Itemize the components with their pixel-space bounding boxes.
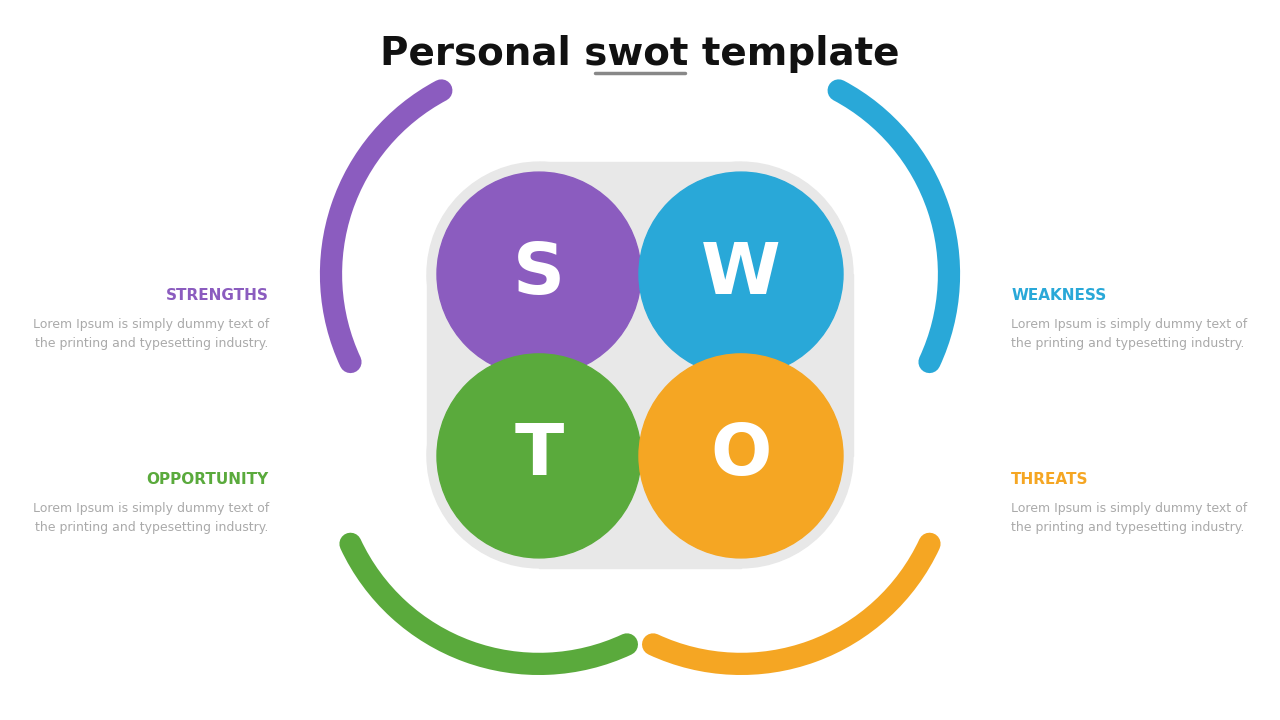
Circle shape	[428, 344, 652, 568]
Text: Personal swot template: Personal swot template	[380, 35, 900, 73]
Text: Lorem Ipsum is simply dummy text of
the printing and typesetting industry.: Lorem Ipsum is simply dummy text of the …	[32, 502, 269, 534]
Text: W: W	[701, 240, 781, 309]
Bar	[539, 162, 741, 568]
Circle shape	[428, 162, 652, 386]
Text: T: T	[515, 421, 563, 490]
Text: WEAKNESS: WEAKNESS	[1011, 288, 1106, 303]
Bar	[428, 274, 852, 456]
Circle shape	[436, 354, 641, 558]
Circle shape	[436, 172, 641, 376]
Text: STRENGTHS: STRENGTHS	[166, 288, 269, 303]
Text: THREATS: THREATS	[1011, 472, 1089, 487]
Text: OPPORTUNITY: OPPORTUNITY	[146, 472, 269, 487]
Circle shape	[628, 344, 852, 568]
Circle shape	[639, 172, 844, 376]
Text: O: O	[710, 421, 772, 490]
Text: Lorem Ipsum is simply dummy text of
the printing and typesetting industry.: Lorem Ipsum is simply dummy text of the …	[1011, 318, 1248, 350]
Text: Lorem Ipsum is simply dummy text of
the printing and typesetting industry.: Lorem Ipsum is simply dummy text of the …	[1011, 502, 1248, 534]
Circle shape	[639, 354, 844, 558]
Text: Lorem Ipsum is simply dummy text of
the printing and typesetting industry.: Lorem Ipsum is simply dummy text of the …	[32, 318, 269, 350]
Text: S: S	[513, 240, 564, 309]
Circle shape	[628, 162, 852, 386]
